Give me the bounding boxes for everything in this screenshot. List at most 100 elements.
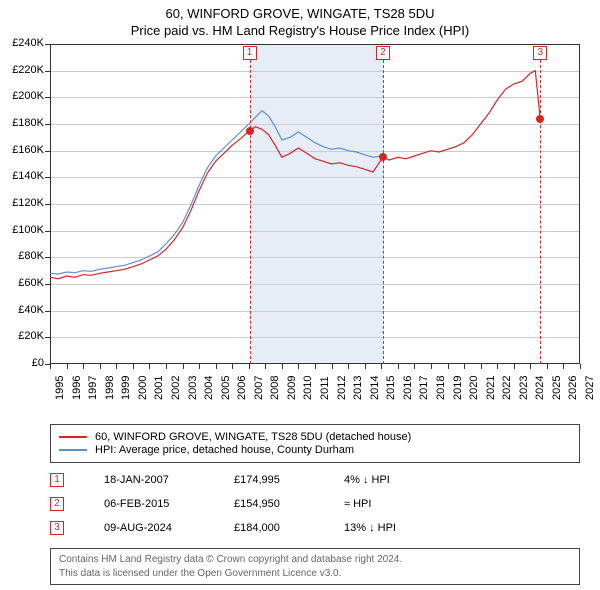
sale-point [536,115,544,123]
attribution-line2: This data is licensed under the Open Gov… [59,567,571,581]
xtick-label: 2020 [468,376,480,400]
ytick-label: £40K [2,304,44,316]
legend: 60, WINFORD GROVE, WINGATE, TS28 5DU (de… [50,424,580,463]
xtick-label: 2000 [137,376,149,400]
xtick-label: 2008 [269,376,281,400]
ytick-label: £140K [2,170,44,182]
ytick-label: £200K [2,90,44,102]
xtick-label: 2007 [253,376,265,400]
xtick-label: 2014 [369,376,381,400]
marker-box: 1 [243,46,257,60]
xtick-label: 2013 [352,376,364,400]
xtick-mark [199,364,200,369]
xtick-label: 2017 [418,376,430,400]
price-chart: £0£20K£40K£60K£80K£100K£120K£140K£160K£1… [0,44,600,418]
sale-price: £174,995 [234,474,344,486]
sale-price: £184,000 [234,522,344,534]
xtick-mark [50,364,51,369]
xtick-label: 1998 [104,376,116,400]
xtick-label: 2004 [203,376,215,400]
ytick-label: £180K [2,117,44,129]
xtick-label: 2001 [153,376,165,400]
sales-marker: 3 [50,521,64,535]
xtick-label: 2019 [452,376,464,400]
ytick-mark [45,71,50,72]
xtick-label: 2002 [170,376,182,400]
marker-box: 3 [533,46,547,60]
series-property [50,71,540,279]
legend-swatch [59,436,87,438]
xtick-mark [298,364,299,369]
xtick-label: 1997 [87,376,99,400]
chart-lines [0,44,582,366]
ytick-mark [45,177,50,178]
xtick-mark [265,364,266,369]
attribution-line1: Contains HM Land Registry data © Crown c… [59,553,571,567]
xtick-mark [431,364,432,369]
sales-marker: 1 [50,473,64,487]
xtick-mark [530,364,531,369]
xtick-mark [183,364,184,369]
sale-delta: ≈ HPI [344,498,464,510]
xtick-mark [83,364,84,369]
ytick-mark [45,337,50,338]
ytick-mark [45,311,50,312]
ytick-mark [45,151,50,152]
legend-item: 60, WINFORD GROVE, WINGATE, TS28 5DU (de… [59,431,571,443]
xtick-mark [348,364,349,369]
ytick-label: £60K [2,277,44,289]
xtick-label: 1999 [120,376,132,400]
xtick-mark [563,364,564,369]
ytick-label: £0 [2,357,44,369]
ytick-mark [45,44,50,45]
ytick-label: £80K [2,250,44,262]
sale-point [379,153,387,161]
xtick-mark [67,364,68,369]
ytick-mark [45,284,50,285]
sales-row: 3 09-AUG-2024£184,00013% ↓ HPI [50,516,580,540]
xtick-label: 2003 [187,376,199,400]
xtick-label: 2021 [485,376,497,400]
ytick-label: £220K [2,64,44,76]
xtick-label: 2015 [385,376,397,400]
xtick-mark [497,364,498,369]
xtick-mark [414,364,415,369]
xtick-label: 2009 [286,376,298,400]
legend-swatch [59,449,87,451]
xtick-label: 2024 [534,376,546,400]
marker-box: 2 [376,46,390,60]
xtick-label: 1996 [71,376,83,400]
xtick-mark [547,364,548,369]
marker-line [540,60,541,364]
ytick-label: £240K [2,37,44,49]
ytick-label: £100K [2,224,44,236]
xtick-label: 2006 [236,376,248,400]
xtick-mark [149,364,150,369]
sale-date: 09-AUG-2024 [104,522,234,534]
xtick-mark [580,364,581,369]
xtick-mark [448,364,449,369]
sales-row: 206-FEB-2015£154,950≈ HPI [50,492,580,516]
xtick-mark [232,364,233,369]
series-hpi [50,111,381,274]
xtick-mark [249,364,250,369]
sale-delta: 4% ↓ HPI [344,474,464,486]
sales-row: 118-JAN-2007£174,9954% ↓ HPI [50,468,580,492]
sale-date: 06-FEB-2015 [104,498,234,510]
sale-point [246,127,254,135]
page-title-sub: Price paid vs. HM Land Registry's House … [0,23,600,38]
ytick-mark [45,231,50,232]
sale-delta: 13% ↓ HPI [344,522,464,534]
xtick-label: 2022 [501,376,513,400]
xtick-label: 2026 [567,376,579,400]
xtick-label: 1995 [54,376,66,400]
ytick-label: £160K [2,144,44,156]
xtick-label: 2027 [584,376,596,400]
xtick-mark [514,364,515,369]
xtick-label: 2016 [402,376,414,400]
legend-label: 60, WINFORD GROVE, WINGATE, TS28 5DU (de… [95,431,411,443]
sale-price: £154,950 [234,498,344,510]
xtick-mark [381,364,382,369]
xtick-label: 2023 [518,376,530,400]
xtick-mark [398,364,399,369]
